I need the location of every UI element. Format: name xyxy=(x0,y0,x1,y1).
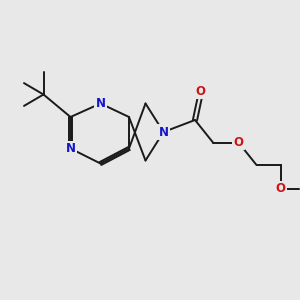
Text: O: O xyxy=(195,85,206,98)
Text: O: O xyxy=(275,182,286,196)
Text: N: N xyxy=(65,142,76,155)
Text: O: O xyxy=(233,136,244,149)
Text: N: N xyxy=(95,97,106,110)
Text: N: N xyxy=(158,125,169,139)
